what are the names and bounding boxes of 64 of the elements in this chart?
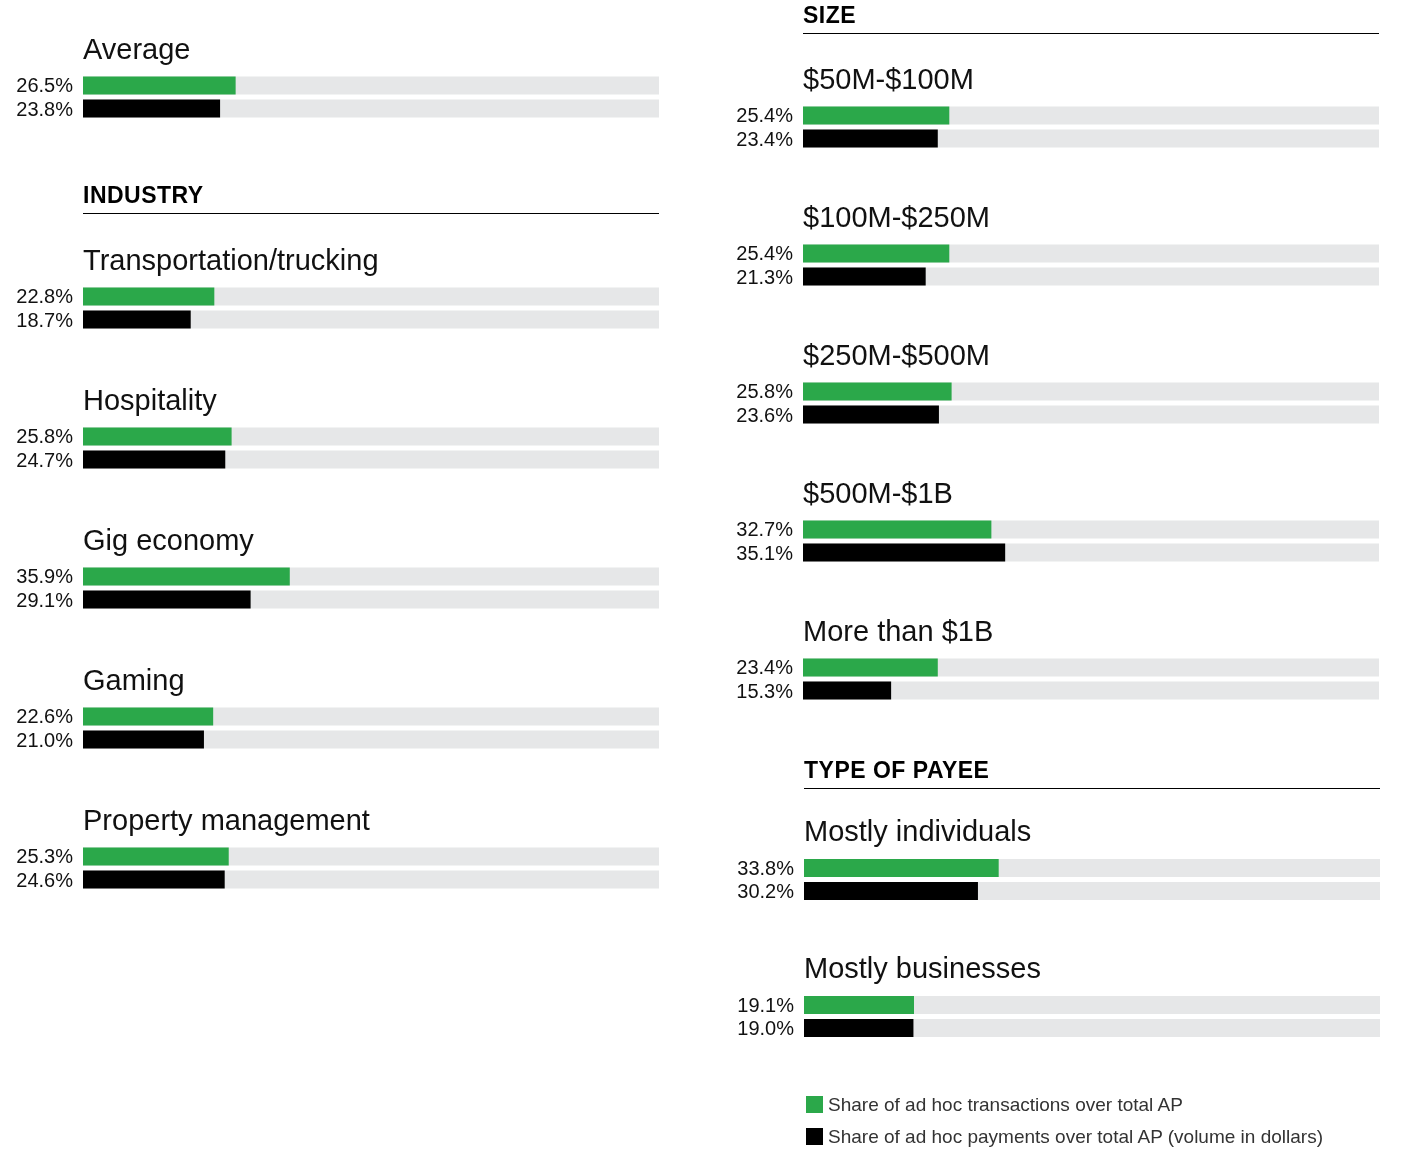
bar: [83, 707, 214, 726]
data-label: 24.7%: [16, 448, 74, 471]
bar: [803, 267, 926, 286]
data-label: 32.7%: [736, 518, 794, 541]
data-label: 25.8%: [16, 425, 74, 448]
y-tick-label: More than $1B: [803, 614, 994, 647]
y-tick-label: Transportation/trucking: [83, 243, 379, 276]
bar: [803, 382, 952, 401]
data-label: 35.9%: [16, 565, 74, 588]
data-label: 25.3%: [16, 845, 74, 868]
data-label: 25.8%: [736, 380, 794, 403]
chart-title: TYPE OF PAYEE: [804, 757, 1380, 789]
data-label: 26.5%: [16, 74, 74, 97]
bar: [804, 995, 915, 1014]
bar: [83, 730, 204, 749]
y-tick-label: Average: [83, 32, 191, 65]
data-label: 25.4%: [736, 104, 794, 127]
legend-label: Share of ad hoc transactions over total AP: [828, 1094, 1183, 1115]
data-label: 19.1%: [737, 993, 795, 1016]
bar: [803, 405, 939, 424]
y-tick-label: Mostly individuals: [804, 815, 1032, 847]
bar: [804, 1019, 914, 1038]
data-label: 23.4%: [736, 127, 794, 150]
y-tick-label: $50M-$100M: [803, 62, 974, 95]
data-label: 18.7%: [16, 308, 74, 331]
bar: [803, 681, 892, 700]
data-label: 24.6%: [16, 868, 74, 891]
data-label: 35.1%: [736, 541, 794, 564]
data-label: 33.8%: [737, 856, 795, 879]
data-label: 30.2%: [737, 880, 795, 903]
chart-title: SIZE: [803, 2, 1379, 34]
data-label: 25.4%: [736, 242, 794, 265]
legend-label: Share of ad hoc payments over total AP (volume in dollars): [828, 1126, 1323, 1147]
data-label: 15.3%: [736, 679, 794, 702]
y-tick-label: Hospitality: [83, 383, 218, 416]
data-label: 23.4%: [736, 656, 794, 679]
y-tick-label: $100M-$250M: [803, 200, 990, 233]
y-tick-label: $500M-$1B: [803, 476, 953, 509]
bar: [83, 450, 226, 469]
bar: [83, 870, 225, 889]
bar: [803, 106, 950, 125]
y-tick-label: Mostly businesses: [804, 952, 1041, 984]
chart-title: INDUSTRY: [83, 182, 659, 214]
bar: [83, 590, 251, 609]
bar: [803, 244, 950, 263]
bar: [803, 520, 992, 539]
y-tick-label: $250M-$500M: [803, 338, 990, 371]
data-label: 23.6%: [736, 403, 794, 426]
bar: [83, 310, 191, 329]
data-label: 19.0%: [737, 1017, 795, 1040]
bar: [803, 129, 938, 148]
bar: [803, 658, 938, 677]
bar: [83, 287, 215, 306]
y-tick-label: Gig economy: [83, 523, 255, 556]
y-tick-label: Gaming: [83, 663, 185, 696]
data-label: 22.8%: [16, 285, 74, 308]
data-label: 23.8%: [16, 97, 74, 120]
data-label: 22.6%: [16, 705, 74, 728]
data-label: 29.1%: [16, 588, 74, 611]
data-label: 21.0%: [16, 728, 74, 751]
bar: [83, 847, 229, 866]
y-tick-label: Property management: [83, 803, 370, 836]
bar: [83, 427, 232, 446]
data-label: 21.3%: [736, 265, 794, 288]
